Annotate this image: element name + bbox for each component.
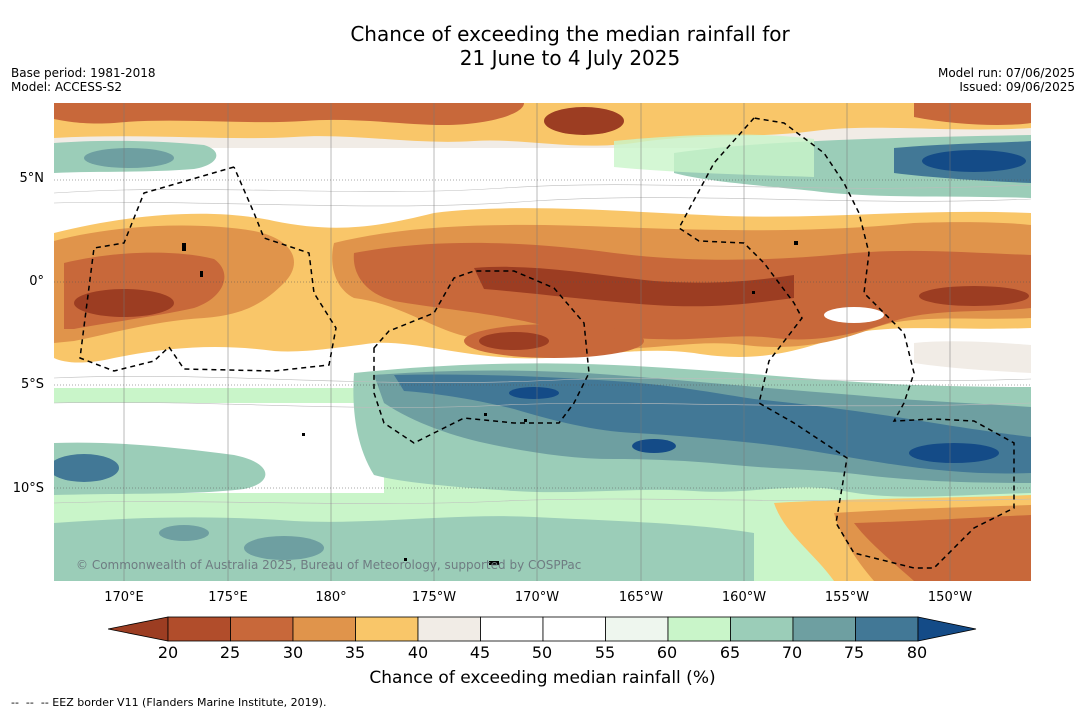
lon-label-150w: 150°W	[927, 590, 973, 605]
colorbar-arrow-high	[917, 616, 977, 642]
colorbar	[108, 616, 977, 642]
colorbar-tick: 65	[719, 643, 741, 662]
colorbar-arrow-low	[108, 616, 169, 642]
patch-south-bottom	[54, 516, 754, 581]
meta-left: Base period: 1981-2018 Model: ACCESS-S2	[11, 66, 156, 94]
eez-borders	[79, 117, 1015, 569]
colorbar-label-text: Chance of exceeding median rainfall (%)	[369, 668, 716, 688]
colorbar-segment	[667, 616, 731, 642]
title-line-1: Chance of exceeding the median rainfall …	[350, 22, 790, 46]
colorbar-tick: 45	[469, 643, 491, 662]
patch-south-wet-core	[394, 374, 1031, 474]
colorbar-tick: 50	[531, 643, 553, 662]
lon-label-170w: 170°W	[514, 590, 560, 605]
eez-footnote: -- -- -- EEZ border V11 (Flanders Marine…	[11, 696, 327, 709]
lon-label-155w: 155°W	[824, 590, 870, 605]
map-title: Chance of exceeding the median rainfall …	[0, 22, 1085, 70]
patch-equator-dry-hot-east	[919, 286, 1029, 306]
patch-equator-white-east	[914, 341, 1031, 373]
patch-equator-neutral	[824, 307, 884, 323]
model-run: Model run: 07/06/2025	[937, 66, 1075, 80]
colorbar-segment	[355, 616, 419, 642]
patch-south-wet-deep-west	[509, 387, 559, 399]
meridian-lines	[123, 103, 951, 581]
rainfall-map	[54, 103, 1031, 581]
lat-label-10s: 10°S	[12, 481, 44, 496]
patch-south-bottom-core-2	[159, 525, 209, 541]
island-specks	[182, 241, 798, 565]
contour-lines	[54, 184, 1031, 504]
colorbar-segments	[167, 616, 919, 642]
patch-southeast-dry-core	[854, 515, 1031, 581]
meta-right: Model run: 07/06/2025 Issued: 09/06/2025	[938, 66, 1075, 94]
colorbar-tick: 75	[843, 643, 865, 662]
colorbar-tick: 20	[157, 643, 179, 662]
patch-south-bottom-core	[244, 536, 324, 560]
model-name: Model: ACCESS-S2	[11, 80, 123, 94]
lon-label-175e: 175°E	[208, 590, 248, 605]
colorbar-label: Chance of exceeding median rainfall (%)	[0, 668, 1085, 688]
colorbar-segment	[167, 616, 231, 642]
patch-north-dry-hot	[544, 107, 624, 135]
lat-label-5s: 5°S	[20, 377, 44, 392]
patch-equator-dry-hot	[474, 266, 794, 307]
colorbar-segment	[730, 616, 794, 642]
colorbar-segment	[292, 616, 356, 642]
lon-label-165w: 165°W	[618, 590, 664, 605]
colorbar-tick: 30	[282, 643, 304, 662]
patch-equator-dry-south-core	[479, 332, 549, 350]
base-period: Base period: 1981-2018	[11, 66, 156, 80]
patch-north-light-green	[614, 134, 814, 177]
colorbar-segment	[230, 616, 294, 642]
colorbar-segment	[542, 616, 606, 642]
colorbar-tick: 35	[344, 643, 366, 662]
colorbar-segment	[605, 616, 669, 642]
colorbar-tick: 25	[219, 643, 241, 662]
lon-label-175w: 175°W	[411, 590, 457, 605]
patch-southwest-wet	[54, 442, 266, 495]
colorbar-tick: 40	[407, 643, 429, 662]
lon-label-160w: 160°W	[721, 590, 767, 605]
issued-date: Issued: 09/06/2025	[959, 80, 1075, 94]
copyright-notice: © Commonwealth of Australia 2025, Bureau…	[76, 558, 582, 572]
colorbar-tick: 80	[906, 643, 928, 662]
lon-label-180: 180°	[315, 590, 347, 605]
colorbar-tick: 60	[656, 643, 678, 662]
patch-north-dry-east	[914, 103, 1031, 125]
lat-label-0: 0°	[29, 274, 44, 289]
lon-label-170e: 170°E	[104, 590, 144, 605]
patch-north-wet-west-core	[84, 148, 174, 168]
colorbar-tick: 70	[781, 643, 803, 662]
lat-label-5n: 5°N	[19, 171, 45, 186]
patch-north-dry-core	[54, 103, 524, 125]
colorbar-segment	[480, 616, 544, 642]
colorbar-tick: 55	[594, 643, 616, 662]
title-line-2: 21 June to 4 July 2025	[459, 46, 681, 70]
colorbar-segment	[855, 616, 919, 642]
patch-south-wet-deep	[909, 443, 999, 463]
patch-southwest-wet-core	[54, 454, 119, 482]
colorbar-segment	[792, 616, 856, 642]
colorbar-segment	[417, 616, 481, 642]
patch-south-wet-deep-mid	[632, 439, 676, 453]
grid-lines	[54, 179, 1031, 489]
patch-north-wet-deep	[922, 150, 1026, 172]
map-canvas	[54, 103, 1031, 581]
